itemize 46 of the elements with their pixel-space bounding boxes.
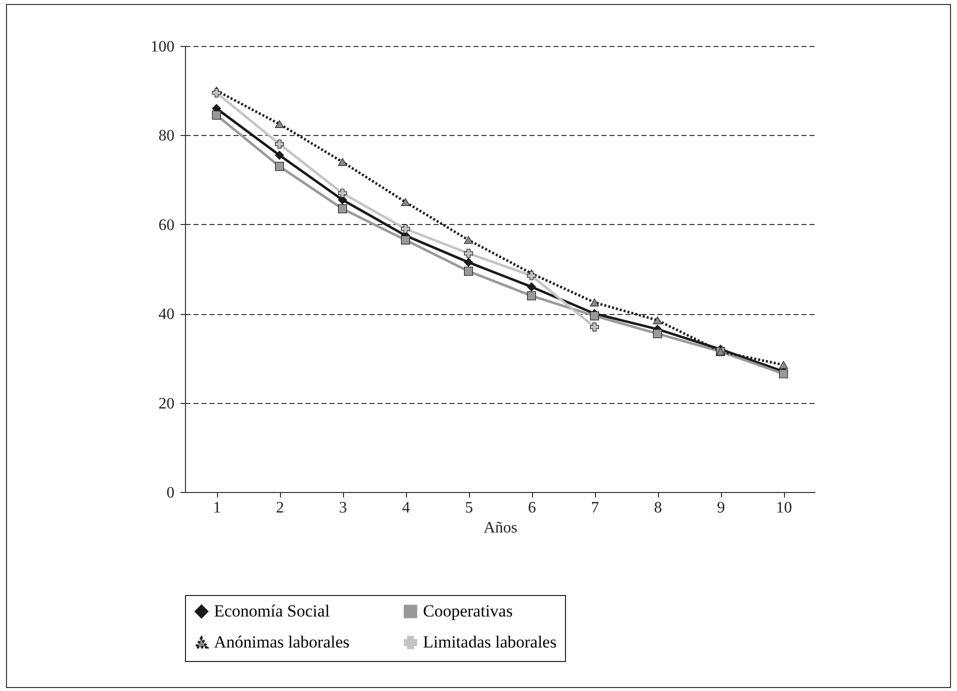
point xyxy=(779,360,788,369)
point xyxy=(401,236,410,244)
point xyxy=(212,110,221,120)
y-tick-label: 0 xyxy=(166,484,174,502)
point xyxy=(653,329,662,338)
point xyxy=(275,150,284,160)
x-tick-label: 5 xyxy=(465,500,473,516)
x-tick-label: 6 xyxy=(528,500,536,516)
x-tick-label: 2 xyxy=(276,500,284,516)
y-tick-label: 100 xyxy=(150,38,174,56)
y-tick-label: 60 xyxy=(158,216,174,234)
point xyxy=(212,88,221,98)
legend-label: Economía Social xyxy=(214,602,330,621)
point xyxy=(464,248,473,258)
point xyxy=(590,298,599,306)
point xyxy=(338,188,347,198)
point xyxy=(527,271,536,280)
x-tick-label: 4 xyxy=(402,500,410,516)
point xyxy=(779,369,788,378)
y-tick-label: 20 xyxy=(158,395,174,412)
point xyxy=(653,316,662,324)
x-tick-label: 9 xyxy=(717,500,725,516)
point xyxy=(275,140,284,149)
x-tick-label: 10 xyxy=(776,500,792,516)
x-tick-label: 1 xyxy=(213,500,221,516)
y-tick-label: 40 xyxy=(158,306,174,324)
point xyxy=(338,158,347,166)
y-tick-label: 80 xyxy=(158,128,174,145)
point xyxy=(527,291,536,300)
point xyxy=(338,204,347,214)
point xyxy=(275,120,284,128)
x-tick-label: 7 xyxy=(591,500,599,516)
point xyxy=(527,282,536,292)
legend-label: Cooperativas xyxy=(423,602,513,621)
point xyxy=(275,162,284,171)
x-tick-label: 3 xyxy=(339,500,347,516)
legend-label: Anónimas laborales xyxy=(214,632,350,652)
point xyxy=(401,198,410,206)
point xyxy=(464,266,473,276)
x-tick-label: 8 xyxy=(654,500,662,516)
point xyxy=(464,258,473,267)
legend-label: Limitadas laborales xyxy=(423,632,557,652)
point xyxy=(464,236,473,244)
point xyxy=(590,322,599,332)
point xyxy=(401,224,410,234)
x-axis-title: Años xyxy=(484,520,518,536)
